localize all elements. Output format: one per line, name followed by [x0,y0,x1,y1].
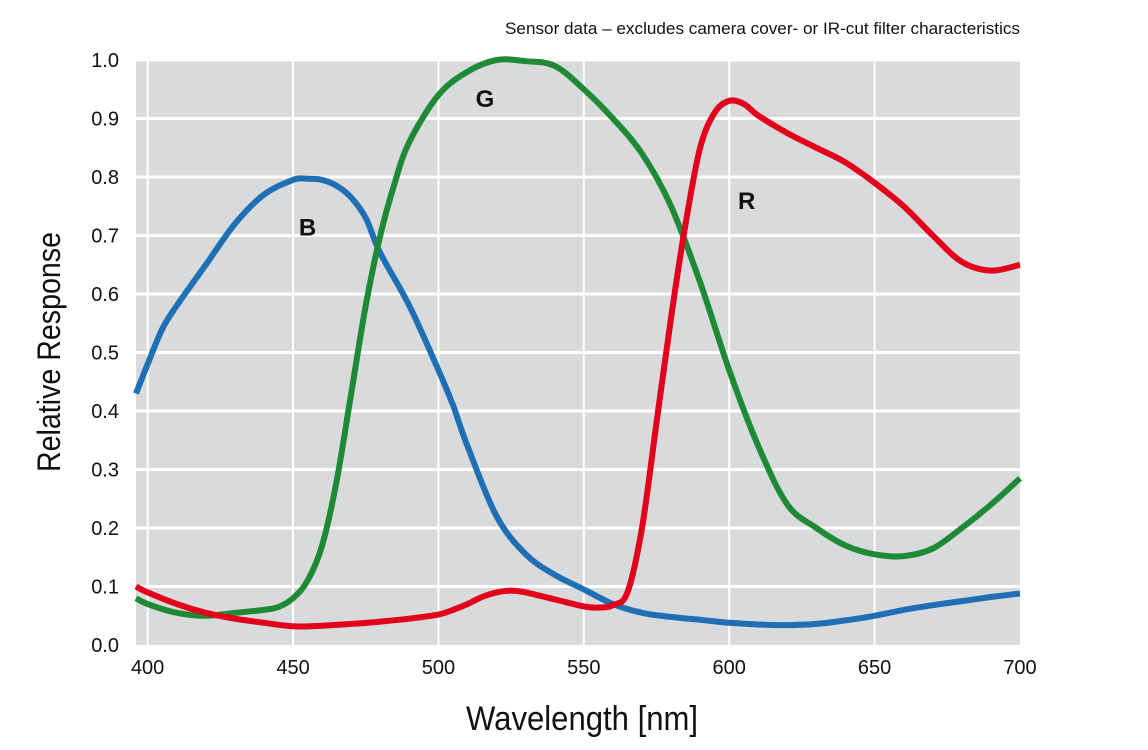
chart-subtitle: Sensor data – excludes camera cover- or … [505,19,1020,38]
series-line-b [133,175,1021,629]
y-tick-label: 1.0 [91,50,119,72]
series-annotation: B [299,215,316,242]
y-tick-label: 0.3 [91,460,119,482]
x-tick-label: 400 [131,657,164,679]
x-axis-label: Wavelength [nm] [466,700,698,738]
x-tick-label: 650 [858,657,891,679]
x-tick-label: 450 [276,657,309,679]
y-tick-label: 0.7 [91,226,119,248]
y-tick-label: 0.5 [91,343,119,365]
series-line-r [134,97,1021,630]
x-tick-label: 550 [567,657,600,679]
y-tick-label: 0.9 [91,109,119,131]
series-line-g [134,56,1023,619]
series-annotation: R [738,188,755,215]
series-annotation: G [476,86,495,113]
x-tick-label: 600 [713,657,746,679]
y-tick-label: 0.4 [91,401,119,423]
y-tick-label: 0.2 [91,518,119,540]
x-tick-label: 500 [422,657,455,679]
y-tick-label: 0.1 [91,577,119,599]
y-tick-label: 0.0 [91,635,119,657]
y-axis-label: Relative Response [31,232,67,472]
y-tick-label: 0.8 [91,167,119,189]
x-tick-label: 700 [1003,657,1036,679]
y-tick-label: 0.6 [91,284,119,306]
